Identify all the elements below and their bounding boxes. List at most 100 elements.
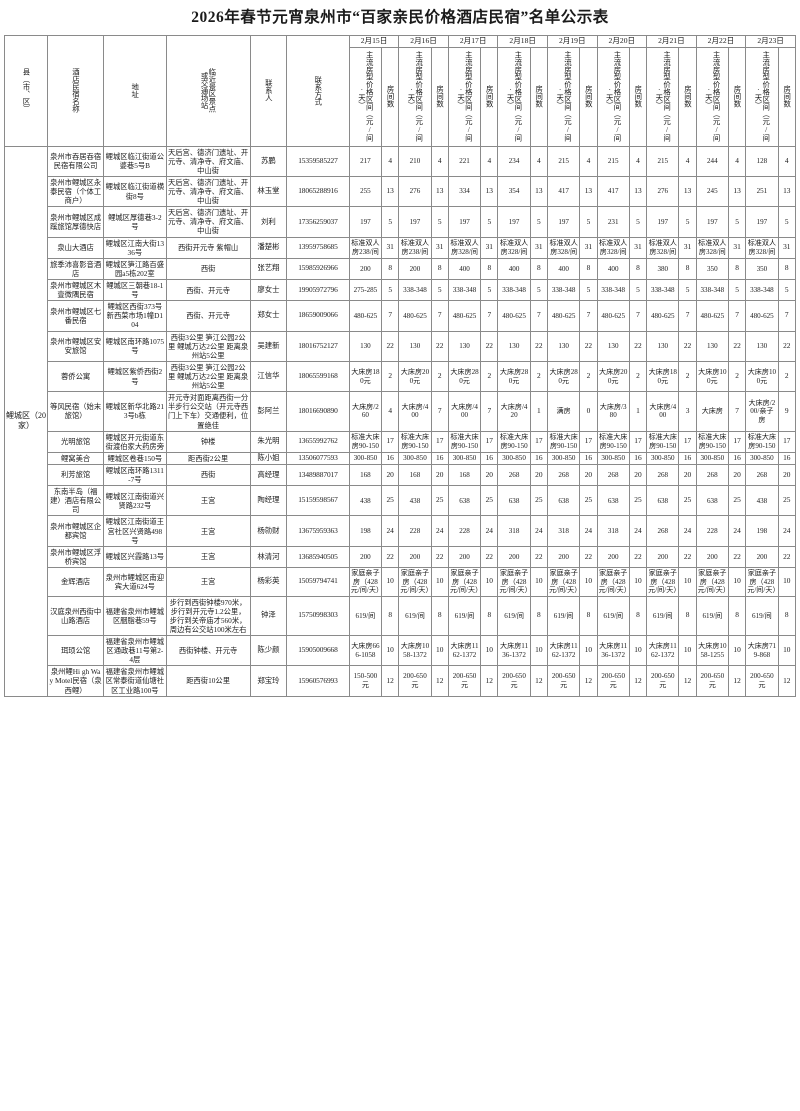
rooms-cell-day-6: 8: [628, 257, 648, 280]
rooms-cell-day-2: 5: [430, 278, 449, 302]
rooms-cell-day-9: 22: [777, 545, 797, 569]
header-price-7: 主流房型价格区间（元/间·天）: [695, 46, 729, 147]
price-cell-day-4: 400: [497, 257, 531, 280]
contact-person-cell: 林清河: [249, 545, 288, 569]
rooms-cell-day-3: 7: [480, 300, 499, 332]
rooms-cell-day-7: 4: [678, 145, 697, 177]
rooms-cell-day-5: 31: [579, 236, 598, 259]
price-cell-day-7: 276: [646, 175, 680, 208]
rooms-cell-day-4: 13: [529, 175, 548, 208]
address-cell: 鲤城区江南大街1336号: [103, 236, 167, 259]
rooms-cell-day-9: 20: [777, 463, 797, 487]
contact-person-cell: 苏鹏: [249, 145, 288, 177]
rooms-cell-day-7: 25: [678, 485, 697, 517]
rooms-cell-day-2: 22: [430, 545, 449, 569]
price-cell-day-8: 130: [695, 330, 729, 362]
contact-phone-cell: 19905972796: [286, 278, 350, 302]
price-cell-day-6: 638: [596, 485, 630, 517]
address-cell: 鲤城区卷巷150号: [103, 451, 167, 465]
rooms-cell-day-5: 22: [579, 545, 598, 569]
rooms-cell-day-6: 13: [628, 175, 648, 208]
nearby-cell: 钟楼: [165, 430, 251, 453]
rooms-cell-day-9: 2: [777, 360, 797, 393]
price-cell-day-9: 130: [745, 330, 779, 362]
contact-person-cell: 杨勍财: [249, 515, 288, 547]
hotel-name-cell: 泉州市鲤城区七番民宿: [47, 300, 105, 332]
rooms-cell-day-4: 5: [529, 206, 548, 238]
rooms-cell-day-8: 13: [727, 175, 747, 208]
header-row-metrics: 主流房型价格区间（元/间·天） 房间数 主流房型价格区间（元/间·天） 房间数 …: [5, 46, 797, 147]
contact-phone-cell: 18016752127: [286, 330, 350, 362]
nearby-cell: 王宫: [165, 545, 251, 569]
price-cell-day-6: 大床房1136-1372: [596, 634, 630, 667]
price-cell-day-8: 标准大床房90-150: [695, 430, 729, 453]
rooms-cell-day-1: 22: [381, 545, 400, 569]
rooms-cell-day-1: 5: [381, 278, 400, 302]
price-cell-day-5: 200: [546, 545, 581, 569]
price-cell-day-8: 268: [695, 463, 729, 487]
rooms-cell-day-1: 24: [381, 515, 400, 547]
price-cell-day-4: 197: [497, 206, 531, 238]
table-row: 珥顼公馆 福建省泉州市鲤城区通政巷11号第2-4层 西街钟楼、开元寺 陈少颜 15905…: [5, 634, 797, 667]
rooms-cell-day-3: 25: [480, 485, 499, 517]
header-date-8: 2月23日: [745, 34, 796, 48]
rooms-cell-day-1: 8: [381, 257, 400, 280]
rooms-cell-day-4: 4: [529, 145, 548, 177]
rooms-cell-day-8: 10: [727, 634, 747, 667]
address-cell: 福建省泉州市鲤城区胭脂巷59号: [103, 595, 167, 636]
hotel-name-cell: 泉州市吞居吞宿民宿有限公司: [47, 145, 105, 177]
rooms-cell-day-1: 4: [381, 391, 400, 432]
rooms-cell-day-3: 17: [480, 430, 499, 453]
rooms-cell-day-4: 31: [529, 236, 548, 259]
contact-phone-cell: 17356259037: [286, 206, 350, 238]
price-cell-day-1: 标准大床房90-150: [348, 430, 383, 453]
contact-phone-cell: 18016690890: [286, 391, 350, 432]
price-cell-day-7: 215: [646, 145, 680, 177]
rooms-cell-day-9: 25: [777, 485, 797, 517]
price-cell-day-3: 228: [447, 515, 482, 547]
price-cell-day-6: 231: [596, 206, 630, 238]
price-cell-day-6: 215: [596, 145, 630, 177]
header-rooms-0: 房间数: [381, 46, 400, 147]
contact-phone-cell: 13959758685: [286, 236, 350, 259]
price-cell-day-3: 638: [447, 485, 482, 517]
contact-phone-cell: 15359585227: [286, 145, 350, 177]
price-cell-day-9: 家庭亲子房（428元/间/天）: [745, 567, 779, 597]
price-cell-day-9: 大床房100元: [745, 360, 779, 393]
rooms-cell-day-5: 24: [579, 515, 598, 547]
price-cell-day-1: 438: [348, 485, 383, 517]
header-rooms-3: 房间数: [529, 46, 548, 147]
address-cell: 泉州市鲤城区南迎宾大道624号: [103, 567, 167, 597]
price-cell-day-9: 200-650元: [745, 665, 779, 697]
price-cell-day-3: 130: [447, 330, 482, 362]
address-cell: 鲤城区三朝巷18-1号: [103, 278, 167, 302]
rooms-cell-day-6: 10: [628, 567, 648, 597]
table-head: 县（市、区） 酒店民宿名称 地址 临近景区景点或交通场站 联系人 联系方式 2月…: [3, 34, 797, 147]
rooms-cell-day-8: 25: [727, 485, 747, 517]
price-cell-day-8: 350: [695, 257, 729, 280]
price-cell-day-2: 200: [398, 257, 432, 280]
rooms-cell-day-4: 16: [529, 451, 548, 465]
rooms-cell-day-3: 10: [480, 634, 499, 667]
price-cell-day-7: 大床房/400: [646, 391, 680, 432]
rooms-cell-day-7: 12: [678, 665, 697, 697]
table-row: 泉州市鲤城区木壹微隅民宿 鲤城区三朝巷18-1号 西街、开元寺 廖女士 19905972…: [5, 278, 797, 302]
price-cell-day-3: 标准双人房328/间: [447, 236, 482, 259]
hotel-name-cell: 旅季沛喜影音酒店: [47, 257, 105, 280]
price-cell-day-8: 244: [695, 145, 729, 177]
nearby-cell: 开元寺对面距离西街一分半步行公交站（开元寺西门上下车）交通便利，位置绝佳: [165, 391, 251, 432]
rooms-cell-day-4: 20: [529, 463, 548, 487]
rooms-cell-day-2: 24: [430, 515, 449, 547]
price-cell-day-8: 200-650元: [695, 665, 729, 697]
rooms-cell-day-7: 2: [678, 360, 697, 393]
rooms-cell-day-4: 1: [529, 391, 548, 432]
rooms-cell-day-5: 8: [579, 257, 598, 280]
table-row: 泉州市鲤城区七番民宿 鲤城区西街373号新西菜市场1幢D104 西街、开元寺 郑女士 1…: [5, 300, 797, 332]
price-cell-day-7: 130: [646, 330, 680, 362]
rooms-cell-day-1: 10: [381, 634, 400, 667]
rooms-cell-day-3: 24: [480, 515, 499, 547]
price-cell-day-1: 255: [348, 175, 383, 208]
price-cell-day-7: 300-850: [646, 451, 680, 465]
header-date-5: 2月20日: [596, 34, 648, 48]
